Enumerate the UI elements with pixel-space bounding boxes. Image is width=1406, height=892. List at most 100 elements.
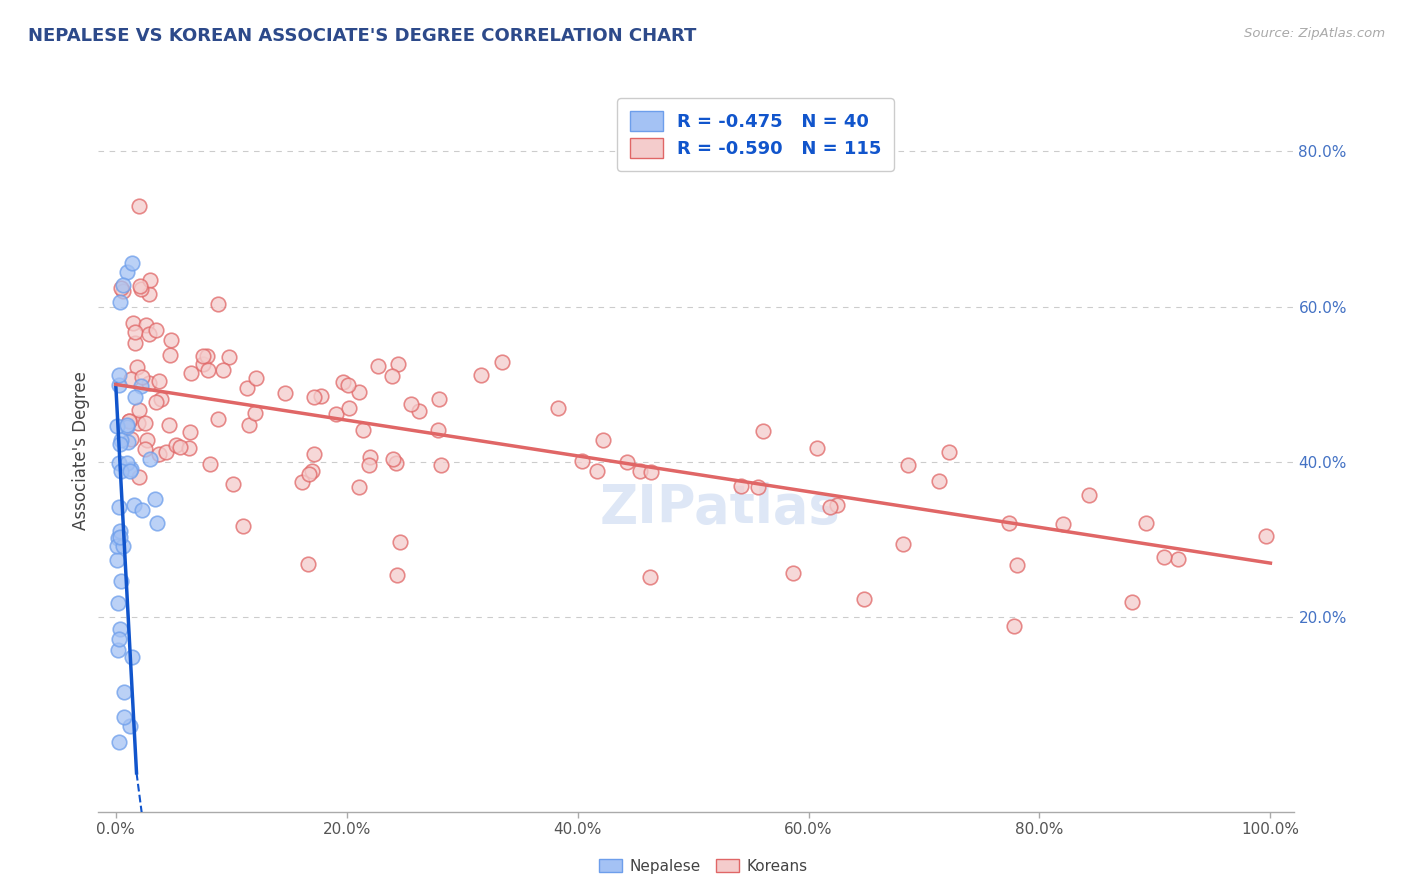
Point [1078,487,1101,501]
Point [207,297,229,311]
Point [222,477,245,491]
Point [359,458,381,472]
Point [124,325,146,339]
Point [115,265,138,279]
Point [111,539,134,553]
Point [301,464,323,478]
Point [191,358,214,372]
Point [387,568,409,582]
Point [232,519,254,533]
Point [332,376,354,390]
Point [120,372,142,386]
Point [107,596,129,610]
Point [105,419,128,434]
Point [117,435,139,450]
Point [399,397,422,411]
Point [165,438,187,452]
Point [825,498,848,512]
Point [136,433,159,447]
Point [640,465,662,479]
Point [387,357,409,371]
Point [121,650,143,665]
Point [110,281,132,295]
Point [108,500,131,514]
Point [191,349,214,363]
Point [1135,516,1157,530]
Point [302,390,325,404]
Point [118,414,141,428]
Point [547,401,569,415]
Point [628,463,651,477]
Point [243,406,266,420]
Text: Source: ZipAtlas.com: Source: ZipAtlas.com [1244,27,1385,40]
Point [309,389,332,403]
Point [381,369,404,384]
Point [218,350,240,364]
Point [128,403,150,417]
Point [616,455,638,469]
Point [302,447,325,461]
Point [108,735,131,749]
Point [337,401,360,416]
Point [110,434,132,448]
Point [129,379,152,393]
Point [143,491,166,506]
Point [122,498,145,512]
Point [385,457,408,471]
Point [121,255,143,269]
Point [491,355,513,369]
Point [117,414,139,428]
Point [389,535,412,549]
Point [195,349,218,363]
Point [169,441,191,455]
Legend: R = -0.475   N = 40, R = -0.590   N = 115: R = -0.475 N = 40, R = -0.590 N = 115 [617,98,894,170]
Point [238,417,260,432]
Point [127,417,149,431]
Point [122,316,145,330]
Point [1005,558,1028,572]
Point [135,318,157,332]
Point [359,450,381,465]
Point [105,552,128,566]
Point [145,323,167,337]
Point [1153,550,1175,565]
Point [120,719,142,733]
Point [159,348,181,362]
Point [198,458,221,472]
Point [115,420,138,434]
Point [148,447,170,461]
Point [155,444,177,458]
Point [1002,618,1025,632]
Legend: Nepalese, Koreans: Nepalese, Koreans [592,853,814,880]
Point [212,363,235,377]
Point [747,480,769,494]
Point [325,407,347,421]
Point [129,282,152,296]
Point [107,378,129,392]
Point [138,376,160,390]
Y-axis label: Associate's Degree: Associate's Degree [72,371,90,530]
Point [367,359,389,373]
Point [274,385,297,400]
Point [1121,595,1143,609]
Point [891,537,914,551]
Point [897,458,920,472]
Point [818,500,841,514]
Point [148,374,170,388]
Point [138,286,160,301]
Point [1052,517,1074,532]
Point [105,540,128,554]
Point [997,516,1019,530]
Point [427,392,450,406]
Point [146,516,169,530]
Point [938,445,960,459]
Point [349,480,371,494]
Point [129,279,152,293]
Point [108,524,131,538]
Point [426,424,449,438]
Point [730,479,752,493]
Point [157,417,180,432]
Point [150,392,173,406]
Point [110,464,132,478]
Point [179,425,201,439]
